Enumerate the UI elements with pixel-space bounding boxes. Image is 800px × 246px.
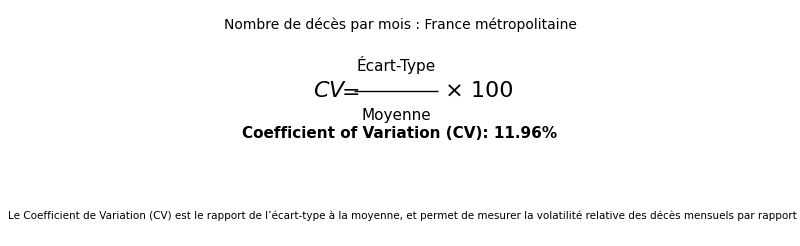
Text: $\mathit{CV}$: $\mathit{CV}$ xyxy=(313,81,347,101)
Text: Nombre de décès par mois : France métropolitaine: Nombre de décès par mois : France métrop… xyxy=(223,18,577,32)
Text: Moyenne: Moyenne xyxy=(361,108,431,123)
Text: × 100: × 100 xyxy=(438,81,514,101)
Text: Coefficient of Variation (CV): 11.96%: Coefficient of Variation (CV): 11.96% xyxy=(242,126,558,141)
Text: Le Coefficient de Variation (CV) est le rapport de l’écart-type à la moyenne, et: Le Coefficient de Variation (CV) est le … xyxy=(8,211,800,221)
Text: Écart-Type: Écart-Type xyxy=(356,56,436,74)
Text: $=$: $=$ xyxy=(337,81,359,101)
